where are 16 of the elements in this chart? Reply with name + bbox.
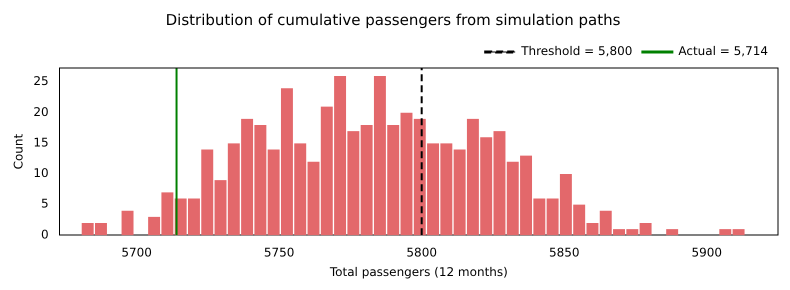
- x-tick-label: 5900: [691, 246, 722, 260]
- x-tick-label: 5800: [406, 246, 437, 260]
- x-tick-label: 5750: [264, 246, 294, 260]
- y-tick-label: 20: [33, 104, 49, 119]
- y-tick-label: 5: [41, 196, 49, 211]
- legend-label: Actual = 5,714: [678, 44, 768, 58]
- x-axis-title: Total passengers (12 months): [328, 264, 508, 279]
- chart-title: Distribution of cumulative passengers from simulation paths: [166, 10, 621, 29]
- y-tick-label: 0: [41, 227, 49, 242]
- y-tick-label: 10: [33, 166, 49, 180]
- y-tick-label: 25: [33, 74, 49, 88]
- y-axis-title: Count: [11, 133, 26, 170]
- x-tick-label: 5700: [121, 246, 152, 260]
- y-tick-label: 15: [33, 135, 49, 150]
- legend-label: Threshold = 5,800: [520, 44, 632, 58]
- x-tick-label: 5850: [548, 246, 580, 260]
